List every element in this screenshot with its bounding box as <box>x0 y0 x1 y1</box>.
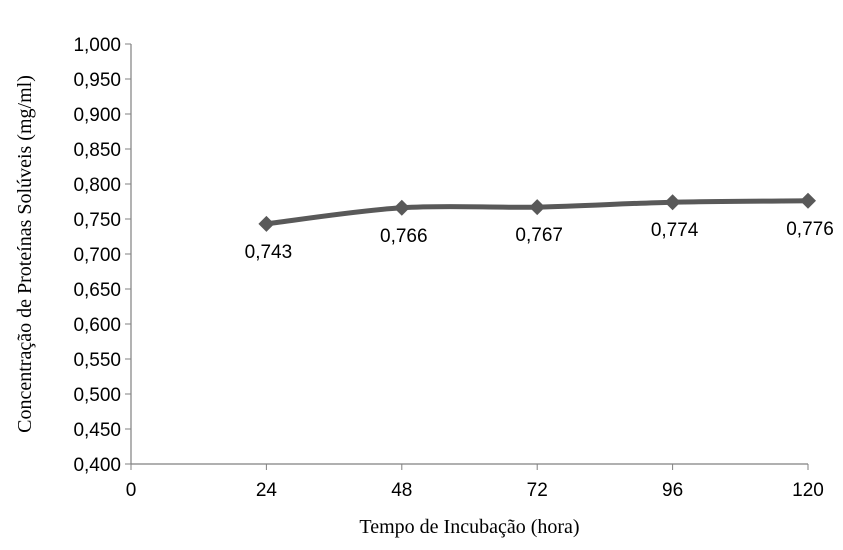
y-tick-label: 0,900 <box>73 105 121 126</box>
y-tick-label: 0,400 <box>73 455 121 476</box>
y-tick-label: 0,600 <box>73 315 121 336</box>
y-tick-label: 0,650 <box>73 280 121 301</box>
x-tick-label: 120 <box>792 480 824 501</box>
y-tick-label: 0,850 <box>73 140 121 161</box>
y-tick-label: 0,800 <box>73 175 121 196</box>
data-label: 0,743 <box>245 242 293 263</box>
data-point-marker <box>664 194 681 211</box>
y-tick-label: 0,950 <box>73 70 121 91</box>
x-tick-label: 96 <box>662 480 683 501</box>
x-tick-label: 48 <box>391 480 412 501</box>
data-labels: 0,743 0,766 0,767 0,774 0,776 <box>245 219 834 263</box>
y-tick-label: 0,550 <box>73 350 121 371</box>
y-axis-title: Concentração de Proteínas Solúveis (mg/m… <box>14 75 36 433</box>
data-label: 0,774 <box>651 220 699 241</box>
y-tick-label: 1,000 <box>73 35 121 56</box>
data-point-marker <box>258 215 275 232</box>
data-point-marker <box>393 199 410 216</box>
y-tick-label: 0,700 <box>73 245 121 266</box>
x-tick-label: 72 <box>527 480 548 501</box>
axes <box>125 43 809 470</box>
x-tick-label: 0 <box>126 480 137 501</box>
x-axis-title: Tempo de Incubação (hora) <box>359 516 579 538</box>
data-label: 0,776 <box>786 219 834 240</box>
series <box>258 192 816 232</box>
y-tick-label: 0,450 <box>73 420 121 441</box>
data-point-marker <box>529 199 546 216</box>
data-label: 0,767 <box>515 225 563 246</box>
x-tick-label: 24 <box>256 480 278 501</box>
y-tick-label: 0,500 <box>73 385 121 406</box>
tick-labels: 0,400 0,450 0,500 0,550 0,600 0,650 0,700 0,750… <box>73 35 823 501</box>
y-tick-label: 0,750 <box>73 210 121 231</box>
data-point-marker <box>800 192 816 209</box>
data-label: 0,766 <box>380 226 428 247</box>
